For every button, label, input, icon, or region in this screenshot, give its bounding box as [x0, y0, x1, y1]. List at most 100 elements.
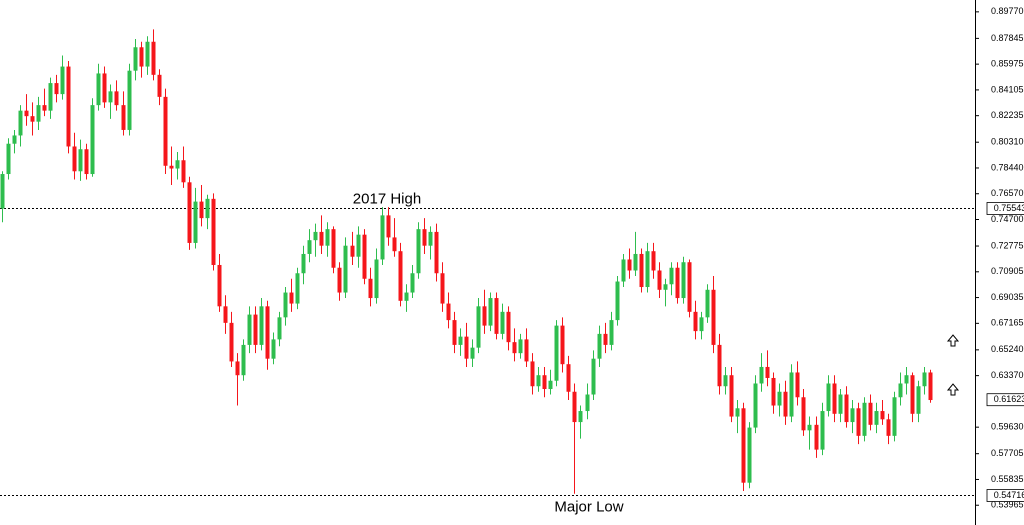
candle-body: [512, 342, 517, 354]
candle-body: [452, 320, 457, 345]
y-tick-label: 0.65240: [991, 344, 1024, 354]
candle-body: [850, 408, 855, 423]
candle-body: [343, 245, 348, 293]
y-tick-label: 0.74700: [991, 214, 1024, 224]
candle-body: [30, 116, 35, 122]
candle-body: [536, 375, 541, 387]
candle-body: [759, 366, 764, 384]
candle-body: [157, 74, 162, 97]
candle-body: [615, 281, 620, 321]
candle-body: [645, 251, 650, 288]
candle-body: [48, 83, 53, 111]
candle-body: [548, 380, 553, 389]
candle-body: [591, 358, 596, 395]
candle-body: [482, 306, 487, 326]
candle-body: [169, 165, 174, 169]
candle-body: [621, 259, 626, 282]
candle-body: [814, 424, 819, 450]
y-tick-label: 0.76570: [991, 188, 1024, 198]
candle-body: [259, 306, 264, 345]
candle-body: [789, 372, 794, 417]
candle-body: [464, 336, 469, 359]
candle-body: [108, 91, 113, 103]
candle-body: [669, 267, 674, 285]
candle-body: [633, 253, 638, 271]
candle-body: [723, 375, 728, 387]
candle-body: [307, 240, 312, 254]
candle-body: [374, 259, 379, 299]
candle-body: [795, 372, 800, 398]
level-annotation: 2017 High: [353, 191, 421, 208]
candle-body: [711, 289, 716, 345]
candle-body: [458, 336, 463, 345]
candle-body: [90, 105, 95, 175]
candle-body: [910, 375, 915, 414]
candle-body: [560, 325, 565, 365]
candle-body: [506, 311, 511, 343]
candle-body: [181, 160, 186, 183]
candle-body: [205, 198, 210, 219]
candle-body: [145, 41, 150, 67]
y-tick-label: 0.85975: [991, 59, 1024, 69]
candle-body: [96, 73, 101, 106]
candle-body: [639, 253, 644, 288]
y-tick-label: 0.84105: [991, 84, 1024, 94]
candle-body: [681, 262, 686, 299]
y-tick-label: 0.70905: [991, 266, 1024, 276]
y-tick-label: 0.63370: [991, 370, 1024, 380]
candle-body: [24, 110, 29, 117]
candle-body: [163, 96, 168, 166]
candle-body: [500, 311, 505, 334]
y-tick-label: 0.57705: [991, 448, 1024, 458]
candle-body: [928, 372, 933, 401]
y-tick-label: 0.59630: [991, 422, 1024, 432]
candle-body: [72, 146, 77, 172]
candle-body: [898, 383, 903, 398]
candle-body: [410, 273, 415, 293]
candle-body: [223, 306, 228, 323]
candle-body: [102, 73, 107, 103]
y-tick-label: 0.78440: [991, 162, 1024, 172]
candle-body: [753, 383, 758, 428]
candle-body: [705, 289, 710, 318]
candle-body: [295, 273, 300, 304]
candle-body: [826, 383, 831, 412]
candle-body: [151, 41, 156, 75]
candle-body: [271, 339, 276, 359]
last-price-box: [986, 393, 1024, 407]
candle-body: [60, 66, 65, 95]
candle-body: [319, 231, 324, 246]
candle-body: [54, 83, 59, 95]
candle-body: [187, 182, 192, 243]
candle-body: [699, 317, 704, 332]
candle-body: [566, 364, 571, 392]
candle-body: [66, 66, 71, 147]
candle-body: [554, 325, 559, 381]
candle-body: [277, 317, 282, 340]
candle-body: [283, 292, 288, 318]
candle-body: [42, 105, 47, 111]
candle-body: [114, 91, 119, 106]
candle-body: [428, 231, 433, 246]
candle-body: [868, 402, 873, 425]
candle-body: [518, 339, 523, 354]
candle-body: [265, 306, 270, 359]
level-price-label: 0.54716: [994, 490, 1024, 500]
candle-body: [398, 251, 403, 301]
candle-body: [856, 408, 861, 436]
candle-body: [78, 149, 83, 172]
y-tick-label: 0.67165: [991, 318, 1024, 328]
candle-body: [6, 143, 11, 175]
candle-body: [735, 408, 740, 417]
candle-body: [434, 231, 439, 274]
level-price-label: 0.75543: [994, 203, 1024, 213]
candle-body: [922, 372, 927, 387]
candle-body: [301, 253, 306, 274]
candle-body: [687, 262, 692, 312]
candle-body: [832, 383, 837, 414]
candle-body: [235, 361, 240, 376]
candle-body: [771, 377, 776, 406]
candle-body: [741, 408, 746, 483]
candle-body: [729, 375, 734, 417]
